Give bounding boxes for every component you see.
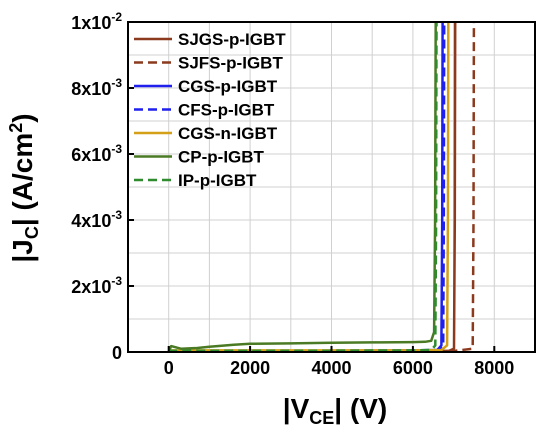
y-tick-label: 8x10-3	[71, 76, 122, 99]
y-tick-label: 4x10-3	[71, 208, 122, 231]
y-axis-title-sup: 2	[6, 123, 26, 133]
y-tick-label: 0	[112, 343, 122, 363]
x-tick-label: 4000	[311, 358, 351, 378]
y-axis-title-mid: | (A/cm	[7, 133, 38, 226]
y-axis-title-main: |J	[7, 239, 38, 262]
legend: SJGS-p-IGBT SJFS-p-IGBT CGS-p-IGBT CFS-p-IG…	[134, 30, 286, 190]
legend-label: CGS-p-IGBT	[178, 77, 278, 96]
x-axis-title-sub: CE	[309, 408, 334, 428]
series-line-ip-p-igbt	[167, 21, 438, 353]
legend-label: SJGS-p-IGBT	[178, 30, 286, 49]
x-tick-label: 2000	[230, 358, 270, 378]
x-tick-label: 0	[164, 358, 174, 378]
y-axis-title-tail: )	[7, 113, 38, 122]
y-axis-title: |JC| (A/cm2)	[6, 113, 42, 262]
legend-label: SJFS-p-IGBT	[178, 54, 283, 73]
x-tick-label: 6000	[393, 358, 433, 378]
y-tick-label: 1x10-2	[71, 10, 122, 33]
y-tick-label: 2x10-3	[71, 274, 122, 297]
y-tick-label: 6x10-3	[71, 142, 122, 165]
legend-label: CP-p-IGBT	[178, 148, 265, 167]
y-axis-title-sub: C	[22, 226, 42, 239]
x-tick-label: 8000	[474, 358, 514, 378]
x-axis-title: |VCE| (V)	[283, 393, 387, 428]
x-axis-title-tail: | (V)	[334, 393, 387, 424]
legend-label: CGS-n-IGBT	[178, 124, 278, 143]
x-axis-title-main: |V	[283, 393, 310, 424]
series-line-cp-p-igbt	[167, 21, 437, 353]
axis-ticks: 0 2000 4000 6000 8000 0 2x10-3 4x10-3 6x10-3 8x10…	[71, 10, 514, 378]
legend-label: CFS-p-IGBT	[178, 101, 275, 120]
legend-label: IP-p-IGBT	[178, 171, 257, 190]
